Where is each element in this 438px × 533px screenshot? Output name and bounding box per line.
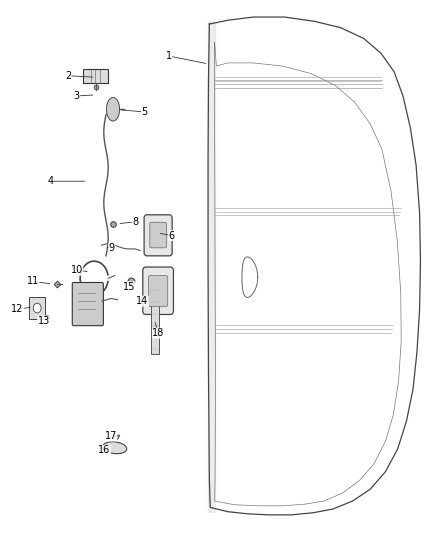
Text: 15: 15 [123,282,135,292]
Text: 9: 9 [109,244,115,253]
FancyBboxPatch shape [83,69,108,83]
Text: 4: 4 [47,176,53,186]
Text: 12: 12 [11,304,24,314]
FancyBboxPatch shape [29,297,45,319]
FancyBboxPatch shape [148,276,168,306]
Polygon shape [106,98,120,121]
Text: 11: 11 [27,277,39,286]
Text: 18: 18 [152,328,165,338]
Text: 16: 16 [98,446,110,455]
FancyBboxPatch shape [72,282,103,326]
Polygon shape [208,17,420,515]
Text: 17: 17 [105,431,117,441]
Text: 10: 10 [71,265,83,275]
Circle shape [33,303,41,313]
Text: 1: 1 [166,51,172,61]
FancyBboxPatch shape [144,215,172,256]
Text: 2: 2 [65,71,71,80]
Text: 3: 3 [74,91,80,101]
FancyBboxPatch shape [150,222,166,248]
Ellipse shape [103,442,127,454]
Text: 13: 13 [38,316,50,326]
Text: 5: 5 [141,107,148,117]
Text: 8: 8 [133,217,139,227]
FancyBboxPatch shape [143,267,173,314]
Polygon shape [208,21,215,512]
Text: 14: 14 [136,296,148,306]
Bar [151,285,159,354]
Text: 6: 6 [169,231,175,240]
